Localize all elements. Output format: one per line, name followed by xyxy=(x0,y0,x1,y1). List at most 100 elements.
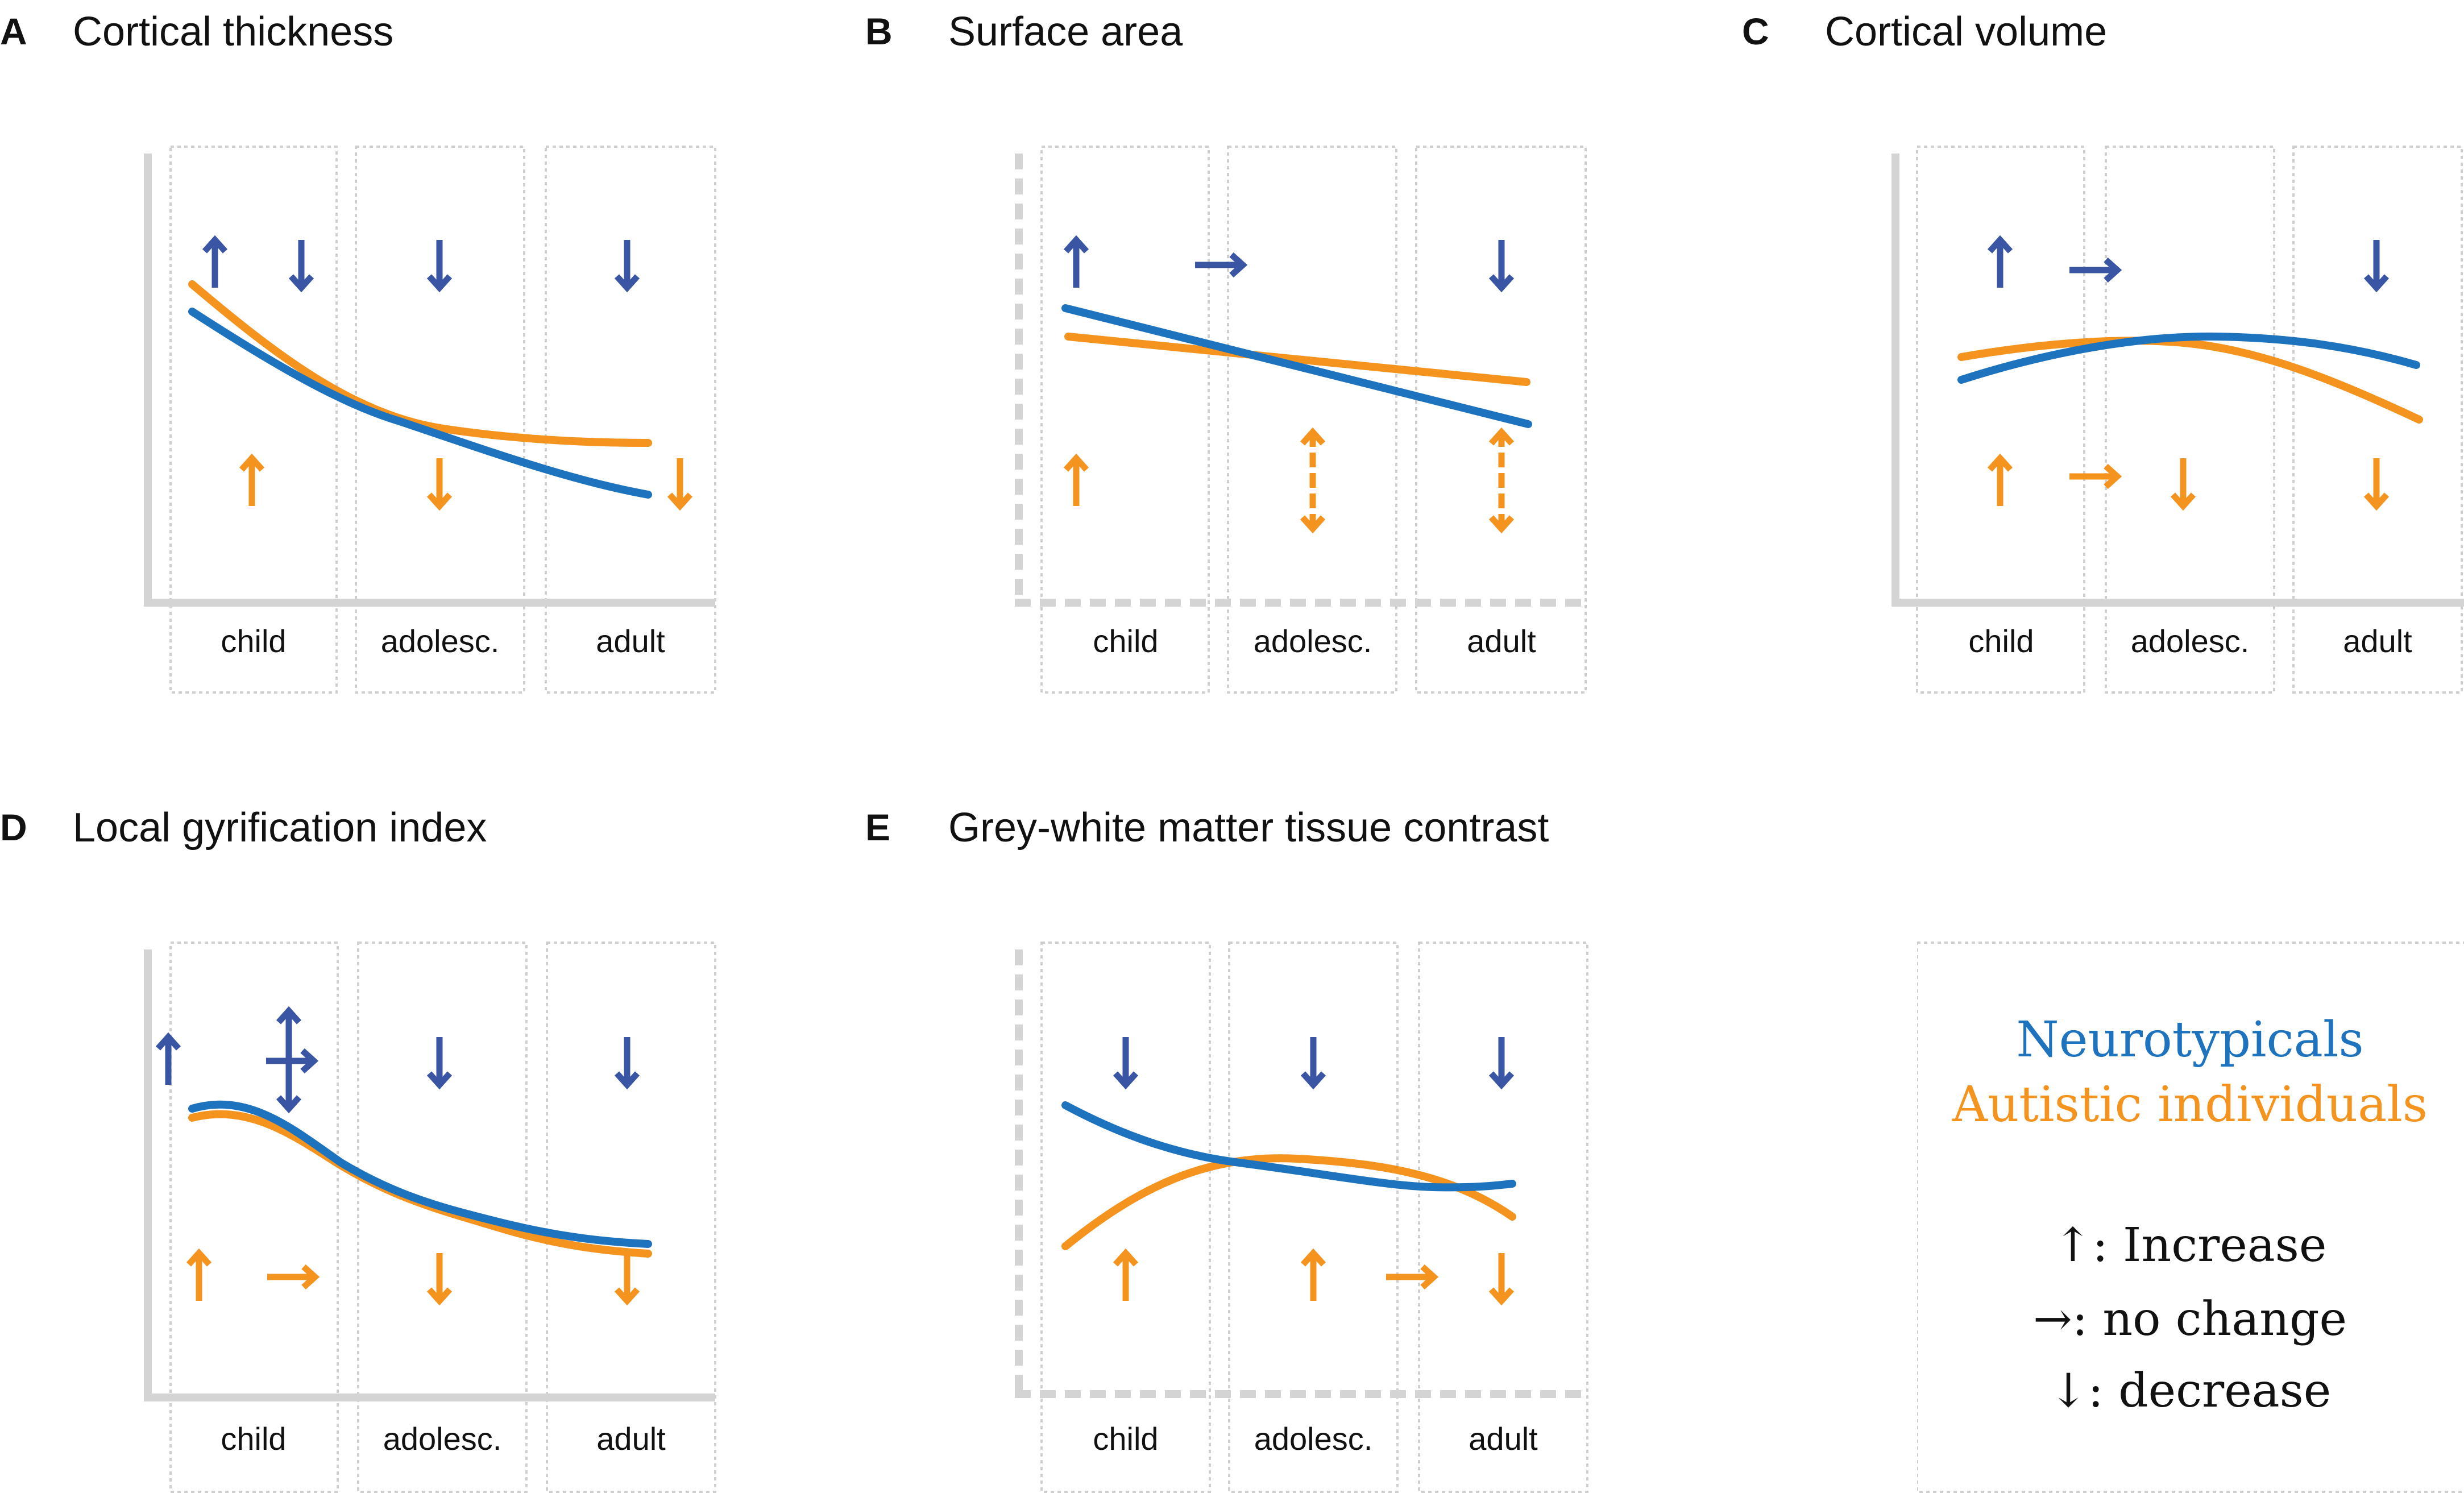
age-box-adult xyxy=(1418,942,1588,1493)
up-arrow-icon xyxy=(1987,453,2013,506)
age-column-boxes xyxy=(1916,146,2463,694)
age-label-adolesc: adolesc. xyxy=(383,1421,502,1457)
age-labels: child adolesc. adult xyxy=(1093,623,1536,659)
age-box-child xyxy=(1040,942,1211,1493)
age-box-adolesc xyxy=(2105,146,2275,694)
axes xyxy=(1891,154,2464,607)
neurotypical-arrows xyxy=(1987,235,2390,293)
legend-neurotypical-label: Neurotypicals xyxy=(2016,1011,2363,1068)
up-down-arrow-icon xyxy=(1300,427,1326,534)
trajectory-curves xyxy=(1061,1101,1516,1250)
up-arrow-icon xyxy=(1063,453,1089,506)
legend-decrease: ↓: decrease xyxy=(2049,1364,2332,1418)
age-box-adolesc xyxy=(1228,942,1399,1493)
panel-letter: D xyxy=(0,806,27,848)
up-arrow-icon xyxy=(239,453,265,506)
up-arrow-icon xyxy=(202,235,228,288)
panel-title: Cortical volume xyxy=(1825,9,2107,55)
right-arrow-icon xyxy=(1386,1264,1439,1290)
down-arrow-icon xyxy=(1488,1253,1515,1306)
age-label-child: child xyxy=(1093,1421,1158,1457)
down-arrow-icon xyxy=(426,1253,453,1306)
down-arrow-icon xyxy=(288,240,314,293)
age-label-adolesc: adolesc. xyxy=(381,623,500,659)
age-labels: child adolesc. adult xyxy=(1093,1421,1538,1457)
down-arrow-icon xyxy=(1488,1037,1515,1090)
age-column-boxes xyxy=(169,942,716,1493)
age-box-child xyxy=(1040,146,1210,694)
down-arrow-icon xyxy=(1113,1037,1139,1090)
down-arrow-icon xyxy=(1300,1037,1326,1090)
legend: Neurotypicals Autistic individuals ↑: In… xyxy=(1917,942,2464,1493)
up-arrow-icon xyxy=(1300,1248,1326,1301)
panel-c: C Cortical volume child adolesc. adult xyxy=(1742,9,2464,694)
age-label-adolesc: adolesc. xyxy=(2131,623,2250,659)
axes xyxy=(1015,154,1586,607)
right-arrow-icon xyxy=(266,1048,319,1074)
age-box-adult xyxy=(2292,146,2463,694)
right-arrow-icon xyxy=(267,1264,320,1290)
down-arrow-icon xyxy=(614,1037,640,1090)
age-box-adolesc xyxy=(1227,146,1397,694)
age-labels: child adolesc. adult xyxy=(221,623,665,659)
age-box-adolesc xyxy=(357,942,528,1493)
down-arrow-icon xyxy=(1488,240,1515,293)
legend-box xyxy=(1917,942,2464,1493)
panel-title: Local gyrification index xyxy=(73,805,487,851)
neurotypical-trajectory-curve xyxy=(1061,304,1532,428)
panel-letter: C xyxy=(1742,10,1769,52)
panel-d: D Local gyrification index child adolesc… xyxy=(0,805,716,1493)
age-label-adult: adult xyxy=(596,1421,666,1457)
down-arrow-icon xyxy=(2170,458,2196,511)
down-arrow-icon xyxy=(667,458,693,511)
neurotypical-arrows xyxy=(202,235,640,293)
autistic-arrows xyxy=(1113,1248,1515,1306)
age-box-adult xyxy=(545,146,716,694)
age-labels: child adolesc. adult xyxy=(221,1421,666,1457)
panel-title: Cortical thickness xyxy=(73,9,393,55)
legend-increase: ↑: Increase xyxy=(2054,1218,2327,1272)
age-label-child: child xyxy=(1968,623,2034,659)
autistic-arrows xyxy=(1987,453,2390,511)
age-box-child xyxy=(169,146,338,694)
down-arrow-icon xyxy=(426,240,453,293)
neurotypical-trajectory-curve xyxy=(188,308,652,499)
age-label-child: child xyxy=(221,623,286,659)
panel-letter: A xyxy=(0,10,27,52)
age-column-boxes xyxy=(1040,942,1588,1493)
autistic-trajectory-curve xyxy=(188,1110,652,1258)
neurotypical-trajectory-curve xyxy=(1957,332,2420,384)
panel-a: A Cortical thickness child adolesc. adul… xyxy=(0,9,716,694)
neurotypical-arrows xyxy=(155,1006,640,1114)
age-box-child xyxy=(169,942,339,1493)
age-label-adult: adult xyxy=(1467,623,1536,659)
autistic-arrows xyxy=(239,453,693,511)
up-arrow-icon xyxy=(1063,235,1089,288)
neurotypical-trajectory-curve xyxy=(1061,1101,1516,1192)
neurotypical-trajectory-curve xyxy=(188,1100,652,1248)
up-arrow-icon xyxy=(155,1032,181,1085)
age-labels: child adolesc. adult xyxy=(1968,623,2412,659)
age-label-child: child xyxy=(221,1421,286,1457)
age-label-adult: adult xyxy=(2343,623,2412,659)
neurotypical-arrows xyxy=(1113,1037,1515,1090)
age-label-adolesc: adolesc. xyxy=(1254,1421,1373,1457)
age-box-adolesc xyxy=(355,146,525,694)
age-box-adult xyxy=(546,942,716,1493)
panel-letter: B xyxy=(865,10,893,52)
age-column-boxes xyxy=(1040,146,1587,694)
age-label-adolesc: adolesc. xyxy=(1254,623,1372,659)
up-arrow-icon xyxy=(1987,235,2013,288)
panel-title: Grey-white matter tissue contrast xyxy=(948,805,1549,851)
autistic-arrows xyxy=(1063,427,1515,534)
age-box-adult xyxy=(1415,146,1587,694)
up-arrow-icon xyxy=(1113,1248,1139,1301)
trajectory-curves xyxy=(1061,304,1532,428)
autistic-trajectory-curve xyxy=(188,280,652,447)
age-label-adult: adult xyxy=(596,623,665,659)
axes xyxy=(1015,949,1587,1398)
age-column-boxes xyxy=(169,146,716,694)
autistic-trajectory-curve xyxy=(1957,337,2423,424)
age-box-child xyxy=(1916,146,2085,694)
